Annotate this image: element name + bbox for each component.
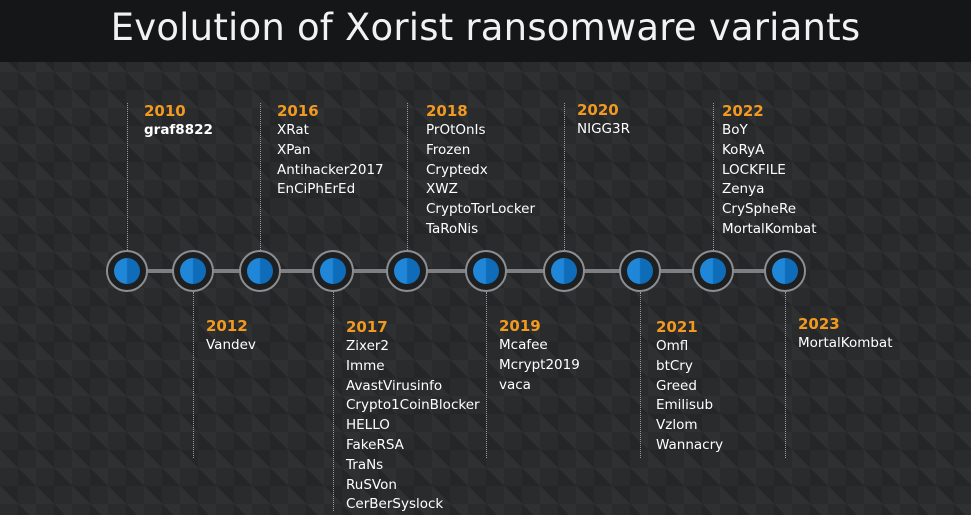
node-dot bbox=[551, 258, 577, 284]
variant-name: Omfl bbox=[656, 338, 689, 354]
variant-name: Mcrypt2019 bbox=[499, 356, 580, 373]
variant-name: CerBerSyslock bbox=[346, 496, 444, 513]
timeline-group-2010: 2010 graf8822 bbox=[144, 102, 213, 141]
connector-2019 bbox=[486, 292, 487, 458]
variant-name: Antihacker2017 bbox=[277, 161, 384, 178]
year-label: 2017 bbox=[346, 318, 388, 336]
timeline-group-2020: 2020 NIGG3R bbox=[577, 101, 630, 140]
timeline-node-2017 bbox=[312, 250, 354, 292]
variant-name: RuSVon bbox=[346, 476, 397, 493]
variant-name: CrySpheRe bbox=[722, 201, 797, 218]
year-label: 2016 bbox=[277, 102, 319, 120]
variant-name: vaca bbox=[499, 376, 531, 393]
node-dot bbox=[247, 258, 273, 284]
timeline-node-2010 bbox=[106, 250, 148, 292]
timeline-group-2017: 2017 Zixer2 Imme AvastVirusinfo Crypto1C… bbox=[346, 318, 480, 515]
variant-name: Zenya bbox=[722, 181, 765, 198]
variant-name: KoRyA bbox=[722, 141, 765, 158]
connector-2017 bbox=[333, 292, 334, 511]
variant-name: graf8822 bbox=[144, 122, 213, 138]
year-label: 2023 bbox=[798, 315, 840, 333]
variant-name: Zixer2 bbox=[346, 338, 390, 354]
timeline-axis bbox=[112, 269, 802, 273]
variant-name: TraNs bbox=[346, 456, 384, 473]
variant-name: BoY bbox=[722, 122, 748, 138]
timeline-node-2020 bbox=[543, 250, 585, 292]
variant-name: EnCiPhErEd bbox=[277, 181, 356, 198]
node-dot bbox=[772, 258, 798, 284]
node-dot bbox=[180, 258, 206, 284]
variant-name: PrOtOnIs bbox=[426, 122, 486, 138]
variant-name: XWZ bbox=[426, 181, 458, 198]
connector-2012 bbox=[193, 292, 194, 458]
variant-name: Crypto1CoinBlocker bbox=[346, 397, 480, 414]
variant-name: Wannacry bbox=[656, 436, 724, 453]
variant-name: Mcafee bbox=[499, 337, 548, 353]
timeline-node-2012 bbox=[172, 250, 214, 292]
timeline-node-2023 bbox=[764, 250, 806, 292]
variant-name: XPan bbox=[277, 141, 311, 158]
timeline-node-2019 bbox=[465, 250, 507, 292]
connector-2021 bbox=[640, 292, 641, 458]
variant-name: Emilisub bbox=[656, 397, 714, 414]
year-label: 2020 bbox=[577, 101, 619, 119]
timeline-node-2021 bbox=[619, 250, 661, 292]
variant-name: HELLO bbox=[346, 417, 390, 434]
year-label: 2012 bbox=[206, 317, 248, 335]
connector-2018 bbox=[407, 103, 408, 250]
variant-name: Greed bbox=[656, 377, 697, 394]
node-dot bbox=[114, 258, 140, 284]
connector-2010 bbox=[127, 103, 128, 250]
variant-name: Vandev bbox=[206, 337, 256, 353]
timeline-group-2018: 2018 PrOtOnIs Frozen Cryptedx XWZ Crypto… bbox=[426, 102, 535, 240]
timeline-group-2016: 2016 XRat XPan Antihacker2017 EnCiPhErEd bbox=[277, 102, 384, 200]
title-bar: Evolution of Xorist ransomware variants bbox=[0, 0, 971, 62]
year-label: 2022 bbox=[722, 102, 764, 120]
node-dot bbox=[473, 258, 499, 284]
variant-name: LOCKFILE bbox=[722, 161, 786, 178]
year-label: 2018 bbox=[426, 102, 468, 120]
variant-name: Imme bbox=[346, 357, 385, 374]
variant-name: Cryptedx bbox=[426, 161, 488, 178]
timeline-group-2012: 2012 Vandev bbox=[206, 317, 256, 356]
variant-name: AvastVirusinfo bbox=[346, 377, 443, 394]
variant-name: Vzlom bbox=[656, 417, 698, 434]
node-dot bbox=[700, 258, 726, 284]
variant-name: MortalKombat bbox=[722, 220, 817, 237]
variant-name: btCry bbox=[656, 357, 693, 374]
timeline-group-2022: 2022 BoY KoRyA LOCKFILE Zenya CrySpheRe … bbox=[722, 102, 817, 240]
connector-2020 bbox=[564, 103, 565, 250]
variant-name: NIGG3R bbox=[577, 121, 630, 137]
variant-name: XRat bbox=[277, 122, 309, 138]
timeline-node-2016 bbox=[239, 250, 281, 292]
year-label: 2019 bbox=[499, 317, 541, 335]
timeline-node-2018 bbox=[386, 250, 428, 292]
timeline-group-2023: 2023 MortalKombat bbox=[798, 315, 893, 354]
variant-name: Frozen bbox=[426, 141, 471, 158]
variant-name: MortalKombat bbox=[798, 335, 893, 351]
node-dot bbox=[320, 258, 346, 284]
variant-name: TaRoNis bbox=[426, 220, 479, 237]
year-label: 2021 bbox=[656, 318, 698, 336]
variant-name: FakeRSA bbox=[346, 436, 404, 453]
timeline-node-2022 bbox=[692, 250, 734, 292]
year-label: 2010 bbox=[144, 102, 186, 120]
connector-2022 bbox=[713, 103, 714, 250]
timeline-group-2019: 2019 Mcafee Mcrypt2019 vaca bbox=[499, 317, 580, 395]
timeline-group-2021: 2021 Omfl btCry Greed Emilisub Vzlom Wan… bbox=[656, 318, 723, 456]
connector-2023 bbox=[785, 292, 786, 458]
connector-2016 bbox=[260, 103, 261, 250]
diagram-title: Evolution of Xorist ransomware variants bbox=[110, 6, 861, 49]
node-dot bbox=[627, 258, 653, 284]
node-dot bbox=[394, 258, 420, 284]
variant-name: CryptoTorLocker bbox=[426, 201, 536, 218]
